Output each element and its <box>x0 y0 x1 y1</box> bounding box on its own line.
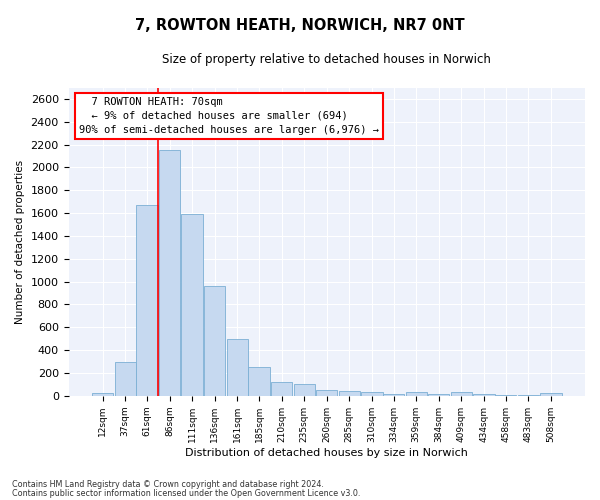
Bar <box>159 150 180 396</box>
Text: 7 ROWTON HEATH: 70sqm
  ← 9% of detached houses are smaller (694)
90% of semi-de: 7 ROWTON HEATH: 70sqm ← 9% of detached h… <box>79 97 379 135</box>
Bar <box>361 392 383 396</box>
Bar <box>383 394 404 396</box>
Y-axis label: Number of detached properties: Number of detached properties <box>15 160 25 324</box>
Bar <box>271 382 292 396</box>
Bar <box>136 205 158 396</box>
Bar <box>181 214 203 396</box>
Bar <box>339 390 360 396</box>
Bar <box>293 384 315 396</box>
Bar <box>115 362 136 396</box>
Bar <box>540 393 562 396</box>
Bar <box>406 392 427 396</box>
Text: Contains HM Land Registry data © Crown copyright and database right 2024.: Contains HM Land Registry data © Crown c… <box>12 480 324 489</box>
Bar <box>92 393 113 396</box>
Bar <box>316 390 337 396</box>
Bar <box>248 368 269 396</box>
Bar <box>428 394 449 396</box>
Bar <box>451 392 472 396</box>
Title: Size of property relative to detached houses in Norwich: Size of property relative to detached ho… <box>163 52 491 66</box>
Text: Contains public sector information licensed under the Open Government Licence v3: Contains public sector information licen… <box>12 488 361 498</box>
X-axis label: Distribution of detached houses by size in Norwich: Distribution of detached houses by size … <box>185 448 468 458</box>
Bar <box>227 338 248 396</box>
Bar <box>473 394 494 396</box>
Text: 7, ROWTON HEATH, NORWICH, NR7 0NT: 7, ROWTON HEATH, NORWICH, NR7 0NT <box>135 18 465 32</box>
Bar <box>204 286 226 396</box>
